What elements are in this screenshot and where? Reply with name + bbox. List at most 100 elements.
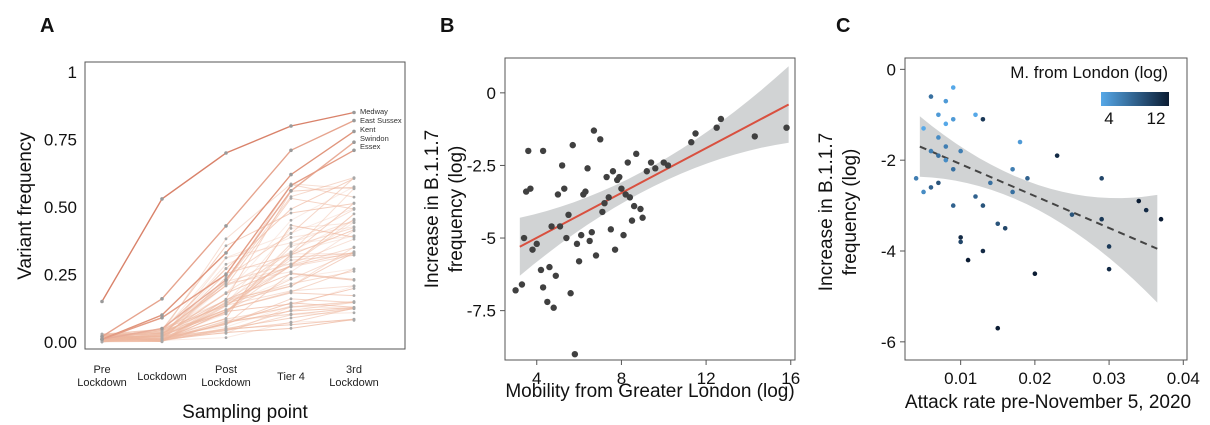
panel-c-point: [973, 112, 978, 118]
panel-c-xtick-label: 0.04: [1167, 369, 1200, 388]
panel-a-point: [352, 118, 356, 123]
panel-c-point: [921, 189, 926, 195]
panel-b-xlabel: Mobility from Greater London (log): [505, 381, 794, 402]
panel-b-point: [569, 141, 576, 149]
panel-a-region-label: Essex: [360, 142, 381, 151]
panel-c-point: [943, 157, 949, 163]
panel-a-point: [224, 284, 228, 288]
panel-a-region-label: Swindon: [360, 134, 389, 143]
panel-a-point: [289, 195, 293, 199]
panel-b-point: [592, 252, 600, 259]
panel-c-ticks: 0.01 0.02 0.03 0.04 0 -2 -4 -6: [881, 60, 1200, 388]
panel-b-point: [512, 287, 519, 294]
panel-c-ylabel-line2: frequency (log): [840, 149, 861, 276]
panel-a-point: [352, 217, 356, 221]
panel-c-point: [1099, 216, 1104, 222]
panel-c-point: [936, 153, 941, 158]
panel-a-ytick-label: 0.75: [44, 131, 77, 150]
panel-a-point: [224, 329, 228, 333]
panel-a-point: [224, 291, 228, 294]
panel-a-point: [289, 226, 293, 230]
panel-a-point: [289, 258, 293, 262]
panel-a-point: [352, 187, 356, 190]
panel-b-point: [618, 185, 625, 192]
panel-a-point: [352, 300, 356, 304]
panel-a-point: [224, 244, 228, 248]
panel-a-point: [289, 277, 293, 281]
panel-a-point: [289, 211, 293, 215]
panel-a-point: [224, 278, 228, 282]
panel-a-point: [224, 325, 228, 329]
panel-a-point: [352, 129, 356, 134]
panel-a-point: [289, 124, 293, 128]
panel-a-point: [289, 236, 293, 239]
panel-a-point: [289, 244, 293, 248]
panel-b-point: [626, 194, 634, 201]
panel-a-point: [289, 313, 293, 317]
panel-b-point: [713, 124, 720, 131]
panel-a-point: [160, 338, 164, 341]
panel-b-point: [624, 159, 631, 166]
panel-b-point: [525, 147, 532, 155]
panel-c-point: [943, 121, 949, 127]
panel-b-point: [554, 191, 562, 198]
legend-title: M. from London (log): [1010, 63, 1168, 82]
panel-c-point: [958, 235, 963, 240]
panel-b-point: [590, 127, 598, 134]
panel-b-point: [518, 281, 526, 288]
panel-a-ytick-label: 0.00: [44, 333, 77, 352]
panel-a-point: [352, 267, 356, 271]
panel-a-xlabel: Sampling point: [182, 402, 308, 423]
panel-a-point: [352, 277, 356, 281]
panel-a-point: [224, 300, 228, 304]
panel-a-point: [352, 284, 356, 288]
panel-b-point: [539, 284, 547, 291]
panel-c-point: [921, 126, 926, 131]
panel-a-point: [224, 262, 228, 266]
panel-c-point: [1025, 176, 1030, 181]
panel-c-point: [1106, 244, 1112, 249]
panel-a-point: [352, 269, 356, 273]
panel-a-frame: [84, 61, 406, 350]
panel-a-point: [224, 151, 228, 155]
panel-b-point: [552, 272, 560, 279]
panel-a-region-label: East Sussex: [360, 116, 402, 125]
panel-a-point: [224, 272, 228, 277]
panel-b-xtick-label: 8: [617, 369, 626, 388]
panel-a-ytick-label: 1: [68, 63, 77, 82]
panel-c-point: [1099, 176, 1104, 181]
panel-a-point: [224, 251, 228, 255]
panel-b-point: [639, 214, 646, 221]
panel-c-point: [1143, 207, 1149, 213]
panel-b-point: [652, 165, 659, 172]
panel-a-point: [352, 287, 356, 290]
panel-a-point: [352, 234, 356, 238]
legend-tick-high: 12: [1147, 109, 1166, 128]
panel-b-point: [548, 223, 555, 230]
panel-b-point: [609, 168, 617, 175]
panel-c-xtick-label: 0.03: [1093, 369, 1126, 388]
panel-b-point: [529, 246, 536, 253]
panel-a-point: [224, 266, 228, 270]
panel-b-point: [586, 237, 593, 245]
panel-c-point: [950, 85, 956, 90]
panel-c-point: [980, 117, 986, 122]
panel-a-point: [160, 330, 164, 334]
panel-b-ytick-label: -5: [481, 229, 496, 248]
panel-a-point: [352, 140, 356, 144]
panel-a-point: [224, 302, 228, 306]
panel-b-point: [550, 304, 557, 311]
panel-c-point: [1158, 216, 1164, 222]
legend-colorbar: [1101, 92, 1169, 106]
panel-a-point: [352, 110, 356, 115]
panel-b-point: [571, 350, 579, 358]
panel-a-point: [289, 218, 293, 222]
panel-a-ytick-label: 0.25: [44, 266, 77, 285]
panel-a-point: [352, 250, 356, 254]
panel-a-point: [160, 335, 164, 338]
panel-c-ytick-label: -2: [881, 151, 896, 170]
panel-c-point: [980, 203, 986, 208]
panel-c-ytick-label: 0: [887, 60, 896, 79]
panel-c-ytick-label: -4: [881, 242, 896, 261]
